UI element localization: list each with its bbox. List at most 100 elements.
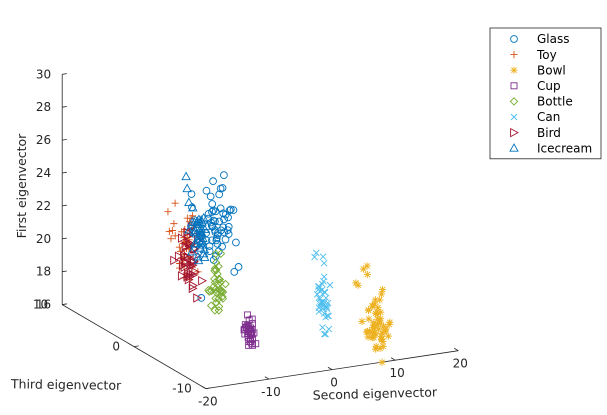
point-glass (221, 210, 230, 219)
point-glass (230, 268, 239, 276)
point-can (320, 259, 328, 267)
point-bowl (378, 285, 387, 294)
point-glass (209, 177, 217, 185)
legend-label: Toy (536, 48, 557, 62)
point-bowl (372, 345, 380, 353)
point-bird (186, 268, 196, 279)
point-can (325, 325, 333, 333)
point-glass (229, 206, 238, 214)
point-bowl (362, 328, 371, 336)
point-toy (171, 199, 179, 207)
point-bowl (373, 308, 381, 316)
point-bowl (373, 320, 381, 328)
legend-item-bird: Bird (510, 126, 561, 140)
point-toy (164, 208, 172, 216)
point-bowl (370, 330, 378, 338)
point-can (319, 324, 326, 331)
legend-label: Glass (537, 32, 570, 46)
x-tick-label: -20 (198, 395, 218, 409)
legend-label: Bird (537, 126, 561, 140)
point-bowl (376, 344, 384, 353)
x-tick-label: 10 (390, 366, 405, 380)
x-tick (454, 347, 459, 352)
point-glass (205, 247, 214, 255)
point-bird (178, 260, 188, 271)
x-tick (390, 357, 396, 361)
series-can (311, 249, 334, 338)
point-cup (244, 311, 252, 319)
y-tick (133, 345, 139, 347)
point-bottle (210, 306, 220, 315)
point-bird (178, 233, 187, 243)
legend-marker (510, 35, 518, 43)
z-tick-label: 30 (36, 67, 51, 81)
point-can (319, 253, 327, 260)
point-icecream (195, 218, 205, 227)
point-icecream (192, 216, 203, 225)
point-bird (174, 251, 184, 262)
point-bird (189, 270, 198, 280)
point-icecream (187, 217, 197, 226)
point-bowl (369, 302, 377, 310)
point-cup (240, 326, 248, 334)
y-axis-title: Third eigenvector (10, 376, 122, 393)
series-icecream (181, 171, 212, 265)
point-bird (188, 260, 198, 271)
point-icecream (188, 222, 199, 232)
point-bowl (385, 320, 393, 329)
point-bowl (372, 342, 380, 350)
legend-label: Bowl (537, 63, 566, 77)
point-glass (224, 213, 232, 222)
point-icecream (184, 197, 194, 206)
series-bottle (204, 249, 230, 315)
legend-item-bowl: Bowl (510, 63, 566, 77)
point-bird (183, 227, 193, 238)
point-bottle (211, 265, 221, 275)
legend-item-can: Can (510, 110, 560, 124)
series-bowl (352, 262, 394, 366)
point-cup (241, 321, 249, 329)
point-bowl (354, 281, 362, 289)
point-icecream (202, 221, 212, 230)
point-bowl (358, 317, 366, 326)
point-can (312, 249, 320, 257)
point-bowl (363, 262, 371, 270)
axis-labels: Second eigenvector Third eigenvector Fir… (10, 133, 438, 403)
z-tick (62, 73, 67, 75)
z-tick-label: 16 (36, 298, 51, 312)
point-glass (219, 223, 228, 232)
x-axis-title: Second eigenvector (313, 384, 439, 402)
z-tick-label: 18 (36, 265, 51, 279)
point-can (323, 305, 331, 312)
point-bottle (216, 278, 225, 287)
z-tick (62, 270, 67, 273)
point-can (316, 295, 324, 303)
point-bottle (206, 301, 216, 310)
point-can (320, 310, 328, 317)
point-can (323, 303, 331, 310)
legend-label: Cup (537, 79, 561, 93)
z-tick (62, 171, 67, 174)
point-bottle (216, 249, 226, 258)
legend-label: Icecream (537, 141, 592, 155)
point-bird (170, 255, 180, 266)
z-tick (62, 139, 67, 141)
legend-label: Bottle (537, 95, 573, 109)
point-icecream (198, 248, 209, 258)
point-can (326, 281, 334, 289)
legend-marker (509, 143, 519, 152)
point-bird (180, 262, 190, 272)
series-cup (240, 311, 260, 349)
point-bird (198, 275, 207, 286)
legend-marker (510, 127, 519, 138)
x-tick (327, 366, 333, 370)
y-tick-label: 10 (33, 298, 48, 312)
legend-marker (510, 82, 518, 90)
point-bird (181, 242, 191, 253)
point-bowl (386, 318, 394, 326)
point-bottle (214, 262, 223, 271)
point-can (316, 303, 324, 310)
point-bowl (379, 342, 387, 350)
point-bird (183, 269, 193, 279)
